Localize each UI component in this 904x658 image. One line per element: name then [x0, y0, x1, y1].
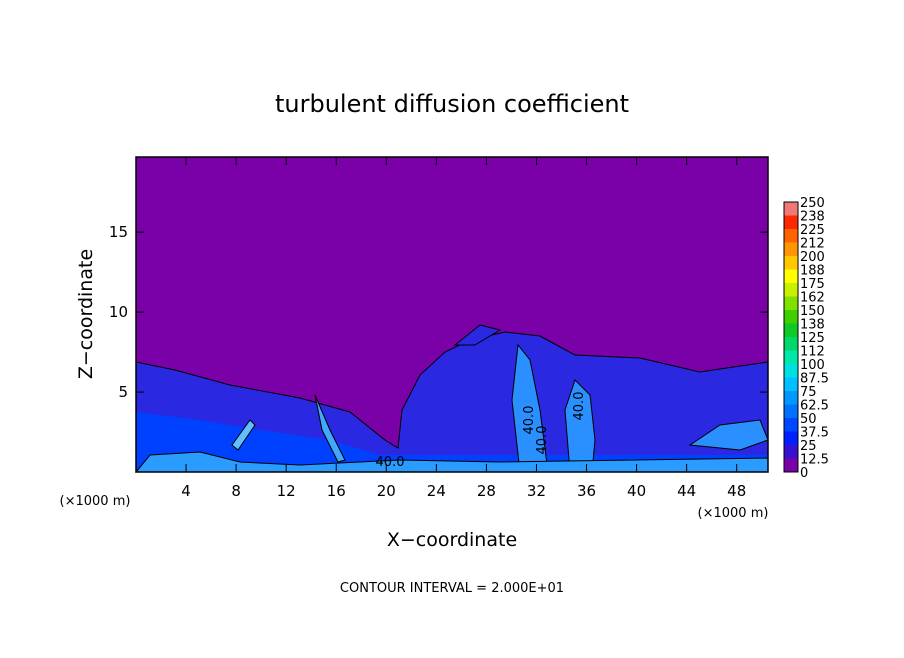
field-region [453, 324, 502, 346]
colorbar-label: 250 [800, 196, 825, 211]
footer-note: CONTOUR INTERVAL = 2.000E+01 [340, 581, 564, 596]
colorbar-label: 162 [800, 291, 825, 306]
colorbar-label: 37.5 [800, 426, 829, 441]
colorbar-label: 25 [800, 439, 817, 454]
colorbar-label: 138 [800, 318, 825, 333]
colorbar-label: 62.5 [800, 399, 829, 414]
x-tick-label: 36 [577, 482, 596, 500]
x-tick-label: 8 [231, 482, 241, 500]
colorbar-label: 50 [800, 412, 817, 427]
colorbar-segment [784, 310, 798, 324]
x-tick-label: 44 [677, 482, 696, 500]
colorbar-segment [784, 350, 798, 364]
colorbar-segment [784, 296, 798, 310]
x-unit: (×1000 m) [698, 506, 769, 521]
colorbar-segment [784, 283, 798, 297]
colorbar-segment [784, 391, 798, 405]
colorbar-segment [784, 242, 798, 256]
x-axis-label: X−coordinate [387, 529, 517, 551]
colorbar-segment [784, 215, 798, 229]
field-region [314, 394, 346, 463]
colorbar-segment [784, 377, 798, 391]
field-region [136, 412, 768, 472]
colorbar-label: 100 [800, 358, 825, 373]
x-tick-label: 12 [277, 482, 296, 500]
colorbar-segment [784, 445, 798, 459]
x-tick-label: 24 [427, 482, 446, 500]
x-tick-label: 48 [727, 482, 746, 500]
colorbar-segment [784, 458, 798, 472]
x-unit: (×1000 m) [60, 494, 131, 509]
colorbar-frame [783, 201, 799, 473]
colorbar-label: 212 [800, 237, 825, 252]
chart-title: turbulent diffusion coefficient [275, 90, 629, 118]
colorbar-label: 75 [800, 385, 817, 400]
colorbar-label: 188 [800, 264, 825, 279]
x-tick-label: 16 [327, 482, 346, 500]
x-tick-label: 20 [377, 482, 396, 500]
y-axis-label: Z−coordinate [75, 249, 97, 379]
contour-label: 40.0 [535, 426, 550, 455]
colorbar-segment [784, 202, 798, 216]
colorbar-label: 0 [800, 466, 808, 481]
colorbar-label: 200 [800, 250, 825, 265]
colorbar-label: 238 [800, 210, 825, 225]
field-region [231, 419, 256, 451]
colorbar-segment [784, 269, 798, 283]
colorbar-segment [784, 418, 798, 432]
colorbar-segment [784, 404, 798, 418]
plot-frame [135, 156, 769, 473]
field-region [688, 419, 769, 451]
colorbar-label: 125 [800, 331, 825, 346]
x-tick-label: 40 [627, 482, 646, 500]
x-tick-label: 28 [477, 482, 496, 500]
colorbar-segment [784, 431, 798, 445]
colorbar-label: 12.5 [800, 453, 829, 468]
y-tick-label: 5 [118, 383, 128, 401]
colorbar-segment [784, 364, 798, 378]
colorbar-label: 175 [800, 277, 825, 292]
colorbar-label: 150 [800, 304, 825, 319]
contour-field [134, 157, 769, 473]
contour-label: 40.0 [376, 455, 405, 470]
colorbar-label: 112 [800, 345, 825, 360]
colorbar-segment [784, 337, 798, 351]
colorbar-label: 87.5 [800, 372, 829, 387]
contour-label: 40.0 [522, 406, 537, 435]
x-tick-label: 4 [181, 482, 191, 500]
y-tick-label: 15 [109, 223, 128, 241]
colorbar-segment [784, 229, 798, 243]
colorbar-label: 225 [800, 223, 825, 238]
y-tick-label: 10 [109, 303, 128, 321]
colorbar-segment [784, 256, 798, 270]
x-tick-label: 32 [527, 482, 546, 500]
contour-label: 40.0 [572, 392, 587, 421]
colorbar-segment [784, 323, 798, 337]
